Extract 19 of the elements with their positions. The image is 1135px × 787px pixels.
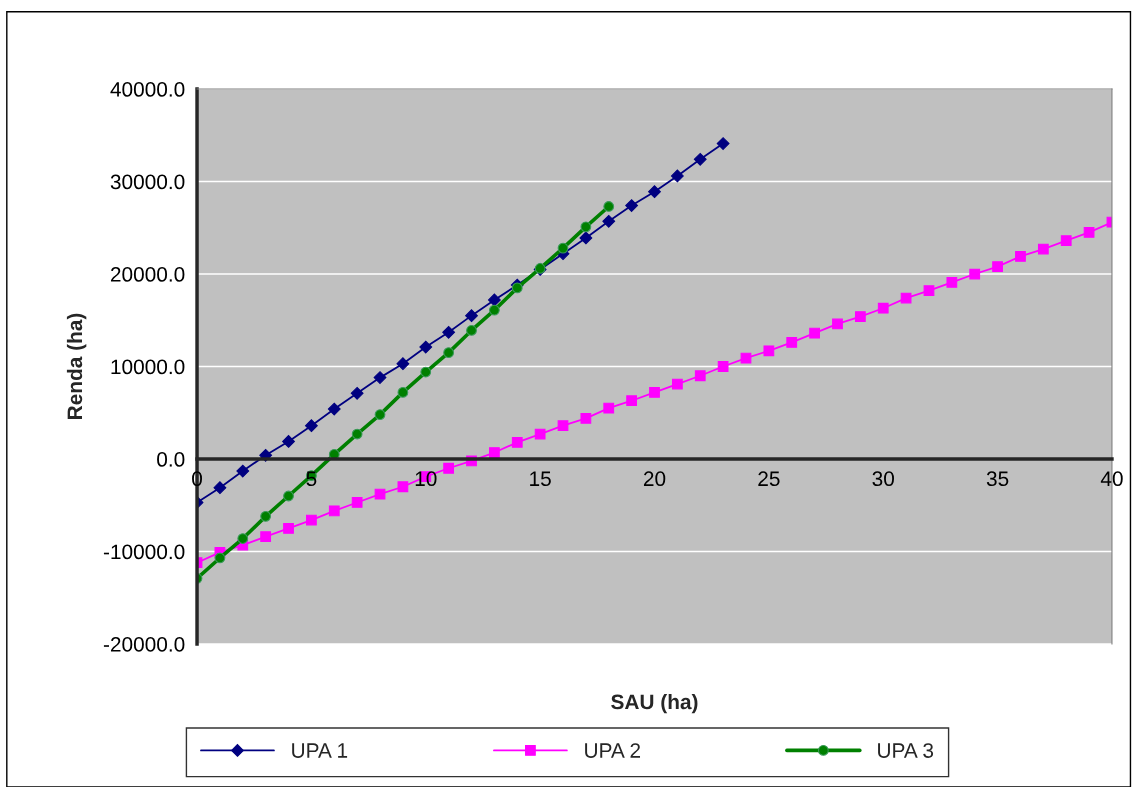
x-tick-label: 30 bbox=[872, 471, 894, 487]
x-tick-label: 40 bbox=[1100, 471, 1123, 487]
x-tick-label: 25 bbox=[758, 471, 780, 487]
legend-label: UPA 2 bbox=[585, 743, 641, 758]
legend-label: UPA 3 bbox=[878, 743, 934, 758]
x-tick-label: 10 bbox=[415, 471, 437, 487]
y-tick-label: 20000.0 bbox=[110, 267, 185, 282]
x-tick-label: 20 bbox=[643, 471, 666, 487]
y-tick-label: 0.0 bbox=[157, 452, 185, 467]
y-tick-label: 10000.0 bbox=[111, 359, 185, 375]
y-tick-label: 30000.0 bbox=[110, 174, 185, 190]
y-tick-label: -20000.0 bbox=[103, 637, 185, 652]
y-tick-label: -10000.0 bbox=[103, 544, 185, 560]
x-axis-title: SAU (ha) bbox=[611, 693, 698, 714]
y-axis-title: Renda (ha) bbox=[66, 313, 87, 419]
x-tick-label: 35 bbox=[986, 471, 1009, 487]
y-tick-label: 40000.0 bbox=[110, 82, 185, 97]
x-tick-label: 15 bbox=[530, 471, 551, 487]
legend-label: UPA 1 bbox=[292, 743, 348, 758]
